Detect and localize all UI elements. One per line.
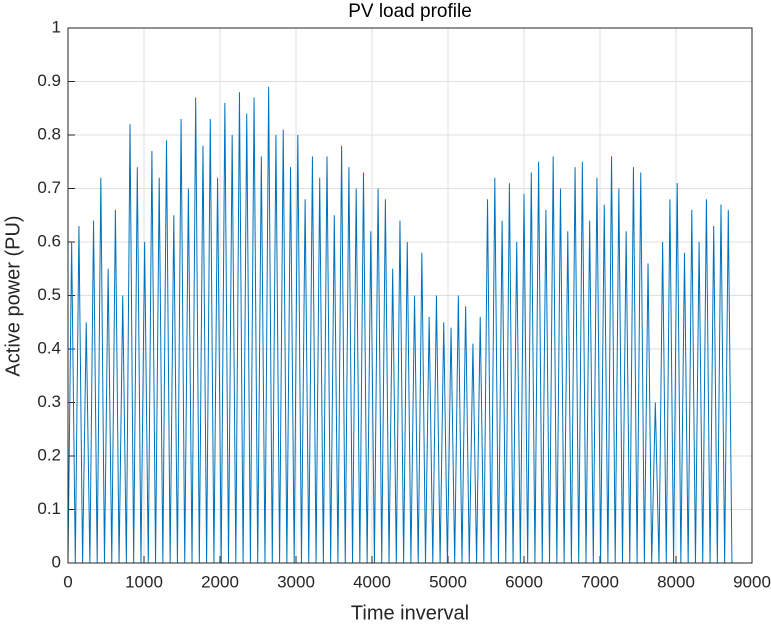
plot-border <box>67 27 753 564</box>
y-tick-label: 0.1 <box>37 499 61 518</box>
x-tick-label: 1000 <box>125 572 163 591</box>
x-tick-label: 9000 <box>733 572 771 591</box>
y-tick-label: 0.9 <box>37 71 61 90</box>
y-tick-label: 0.5 <box>37 285 61 304</box>
y-tick-label: 0.4 <box>37 338 61 357</box>
x-tick-label: 7000 <box>581 572 619 591</box>
y-tick-label: 0.8 <box>37 124 61 143</box>
x-tick-label: 8000 <box>657 572 695 591</box>
y-tick-label: 0 <box>52 552 61 571</box>
chart-title: PV load profile <box>348 1 472 22</box>
x-tick-label: 2000 <box>201 572 239 591</box>
x-tick-label: 0 <box>63 572 72 591</box>
y-tick-label: 0.3 <box>37 392 61 411</box>
x-axis-label: Time inverval <box>351 602 469 624</box>
x-tick-label: 5000 <box>429 572 467 591</box>
y-tick-label: 0.2 <box>37 445 61 464</box>
y-axis-label: Active power (PU) <box>2 215 24 376</box>
x-tick-label: 3000 <box>277 572 315 591</box>
y-tick-label: 1 <box>52 17 61 36</box>
x-tick-label: 6000 <box>505 572 543 591</box>
y-tick-label: 0.6 <box>37 231 61 250</box>
data-line <box>67 86 733 564</box>
y-tick-label: 0.7 <box>37 178 61 197</box>
x-tick-label: 4000 <box>353 572 391 591</box>
